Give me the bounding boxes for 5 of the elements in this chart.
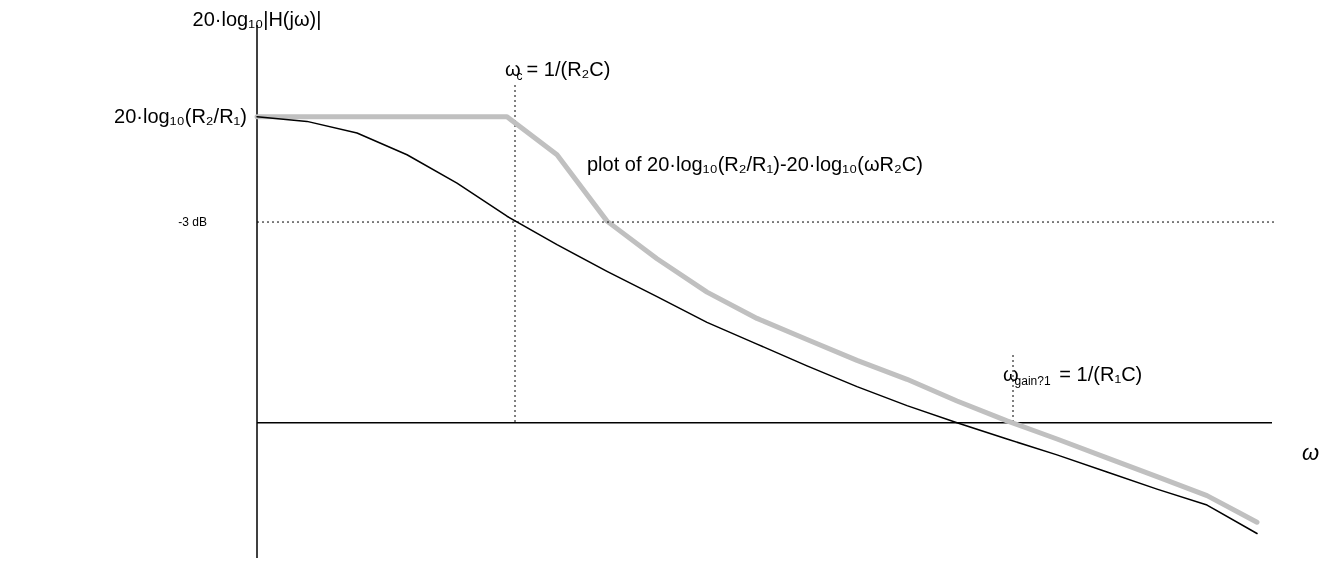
ref-line-label: -3 dB <box>178 215 207 230</box>
y-axis-title: 20·log₁₀|H(jω)| <box>192 8 322 30</box>
text: 20·log₁₀(R₂/R₁) <box>114 104 247 127</box>
x-axis-title: ω <box>1302 439 1320 465</box>
annotation: plot of 20·log₁₀(R₂/R₁)-20·log₁₀(ωR₂C) <box>587 153 923 175</box>
